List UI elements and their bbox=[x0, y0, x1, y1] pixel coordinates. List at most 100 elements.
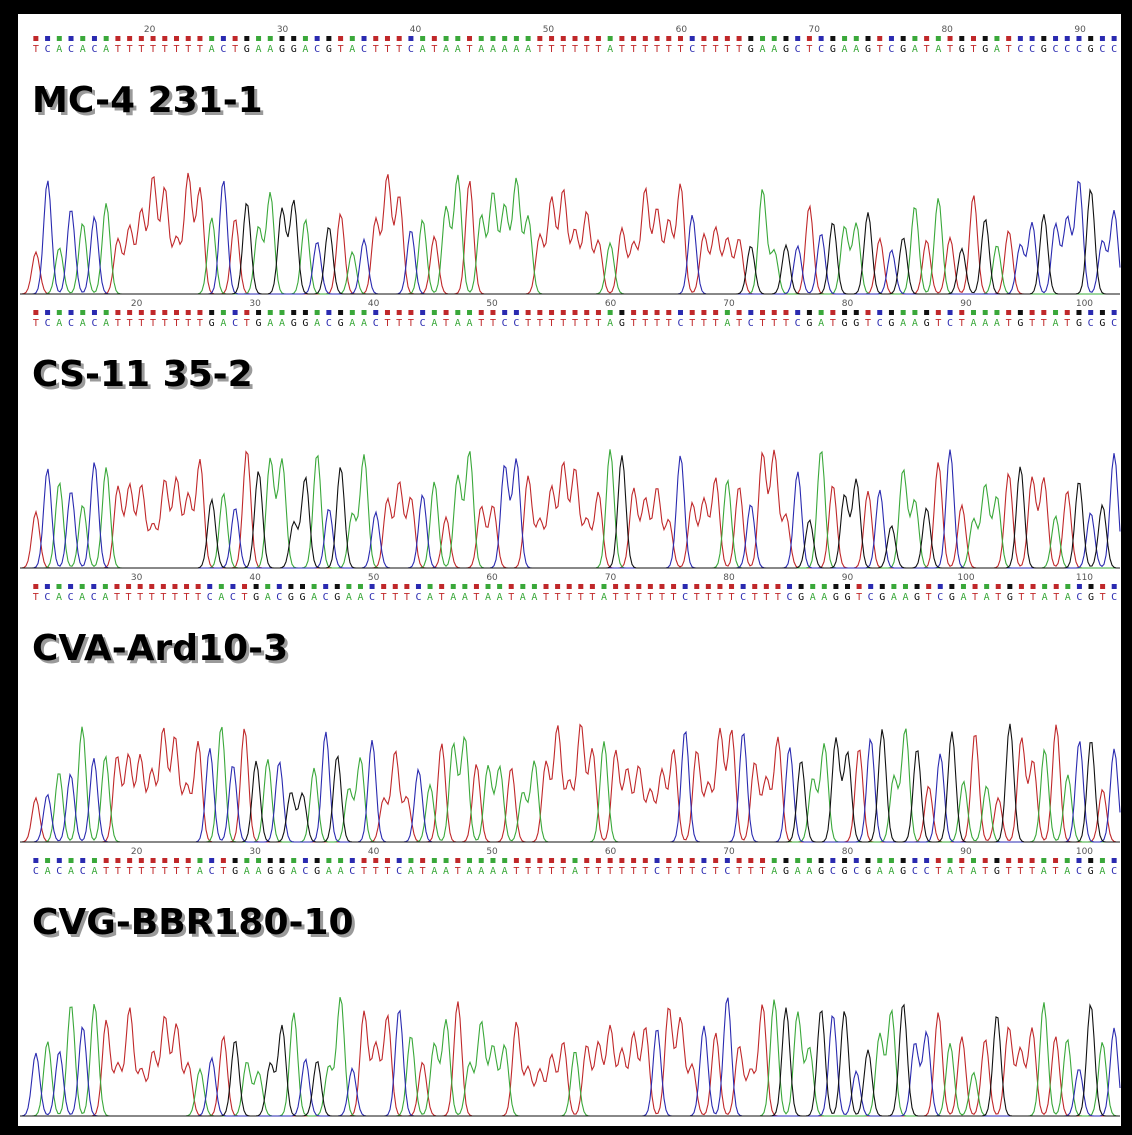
base-call: T bbox=[396, 44, 402, 55]
base-call: G bbox=[949, 592, 955, 603]
base-quality-box bbox=[1017, 36, 1023, 41]
base-call: G bbox=[1017, 318, 1023, 329]
base-call: T bbox=[701, 44, 707, 55]
base-call: A bbox=[1041, 866, 1047, 877]
base-call: T bbox=[127, 866, 133, 877]
base-quality-box bbox=[244, 858, 250, 863]
base-quality-box bbox=[1099, 310, 1105, 315]
base-call: C bbox=[68, 592, 74, 603]
base-quality-box bbox=[589, 584, 595, 589]
base-call: T bbox=[127, 318, 133, 329]
base-quality-box bbox=[1076, 584, 1082, 589]
base-quality-box bbox=[279, 858, 285, 863]
base-quality-box bbox=[45, 36, 51, 41]
base-quality-box bbox=[244, 310, 250, 315]
base-quality-box bbox=[1076, 858, 1082, 863]
base-quality-box bbox=[361, 36, 367, 41]
base-call: C bbox=[1111, 592, 1117, 603]
base-quality-box bbox=[443, 858, 449, 863]
base-quality-box bbox=[408, 36, 414, 41]
base-quality-box bbox=[560, 36, 566, 41]
base-call: G bbox=[288, 592, 294, 603]
base-call: G bbox=[853, 318, 859, 329]
base-quality-box bbox=[783, 36, 789, 41]
base-call: G bbox=[833, 592, 839, 603]
base-call: G bbox=[1007, 592, 1013, 603]
base-quality-box bbox=[654, 36, 660, 41]
base-quality-box bbox=[288, 584, 294, 589]
base-call: T bbox=[924, 44, 930, 55]
base-quality-box bbox=[334, 584, 340, 589]
base-call: G bbox=[830, 44, 836, 55]
base-quality-box bbox=[947, 36, 953, 41]
base-call: A bbox=[91, 866, 97, 877]
base-call: A bbox=[1042, 592, 1048, 603]
base-call: T bbox=[631, 866, 637, 877]
base-call: T bbox=[806, 44, 812, 55]
base-quality-box bbox=[1029, 310, 1035, 315]
base-quality-box bbox=[1053, 36, 1059, 41]
base-quality-box bbox=[736, 310, 742, 315]
base-call: T bbox=[1006, 44, 1012, 55]
base-call: C bbox=[818, 44, 824, 55]
base-call: G bbox=[291, 318, 297, 329]
base-call: C bbox=[1088, 318, 1094, 329]
base-call: T bbox=[647, 592, 653, 603]
base-quality-box bbox=[396, 310, 402, 315]
base-quality-box bbox=[619, 858, 625, 863]
base-call: G bbox=[256, 318, 262, 329]
base-call: G bbox=[879, 592, 885, 603]
base-call: T bbox=[431, 44, 437, 55]
base-call: T bbox=[162, 44, 168, 55]
base-quality-box bbox=[56, 36, 62, 41]
base-quality-box bbox=[185, 310, 191, 315]
base-call: C bbox=[740, 592, 746, 603]
base-call: T bbox=[467, 44, 473, 55]
base-quality-box bbox=[68, 584, 74, 589]
base-call: C bbox=[1076, 592, 1082, 603]
base-quality-box bbox=[162, 310, 168, 315]
base-call: T bbox=[595, 866, 601, 877]
base-call: G bbox=[253, 592, 259, 603]
base-quality-box bbox=[115, 310, 121, 315]
base-quality-box bbox=[959, 858, 965, 863]
base-call: C bbox=[80, 866, 86, 877]
base-call: A bbox=[1065, 592, 1071, 603]
base-call: T bbox=[115, 318, 121, 329]
base-quality-box bbox=[197, 858, 203, 863]
base-call: C bbox=[33, 866, 39, 877]
base-call: C bbox=[795, 318, 801, 329]
base-call: A bbox=[970, 318, 976, 329]
base-call: T bbox=[1006, 866, 1012, 877]
base-call: T bbox=[543, 592, 549, 603]
base-call: A bbox=[912, 318, 918, 329]
base-call: A bbox=[68, 866, 74, 877]
base-call: G bbox=[1041, 44, 1047, 55]
base-quality-box bbox=[56, 858, 62, 863]
base-quality-box bbox=[478, 310, 484, 315]
base-quality-box bbox=[232, 36, 238, 41]
base-quality-box bbox=[713, 36, 719, 41]
base-call: T bbox=[478, 318, 484, 329]
position-tick: 60 bbox=[605, 299, 617, 309]
base-quality-box bbox=[1030, 584, 1036, 589]
base-call: A bbox=[56, 44, 62, 55]
base-call: T bbox=[1030, 592, 1036, 603]
base-call: T bbox=[595, 44, 601, 55]
base-call: A bbox=[877, 866, 883, 877]
base-call: A bbox=[900, 318, 906, 329]
base-call: G bbox=[326, 44, 332, 55]
base-quality-box bbox=[677, 858, 683, 863]
base-call: A bbox=[994, 44, 1000, 55]
base-call: T bbox=[972, 592, 978, 603]
base-call: A bbox=[455, 44, 461, 55]
trace bbox=[20, 1003, 1120, 1117]
base-quality-box bbox=[184, 584, 190, 589]
base-quality-box bbox=[818, 310, 824, 315]
base-quality-box bbox=[865, 310, 871, 315]
base-call: T bbox=[865, 318, 871, 329]
base-quality-box bbox=[1006, 36, 1012, 41]
base-quality-box bbox=[689, 36, 695, 41]
base-quality-box bbox=[1064, 858, 1070, 863]
base-quality-box bbox=[607, 310, 613, 315]
